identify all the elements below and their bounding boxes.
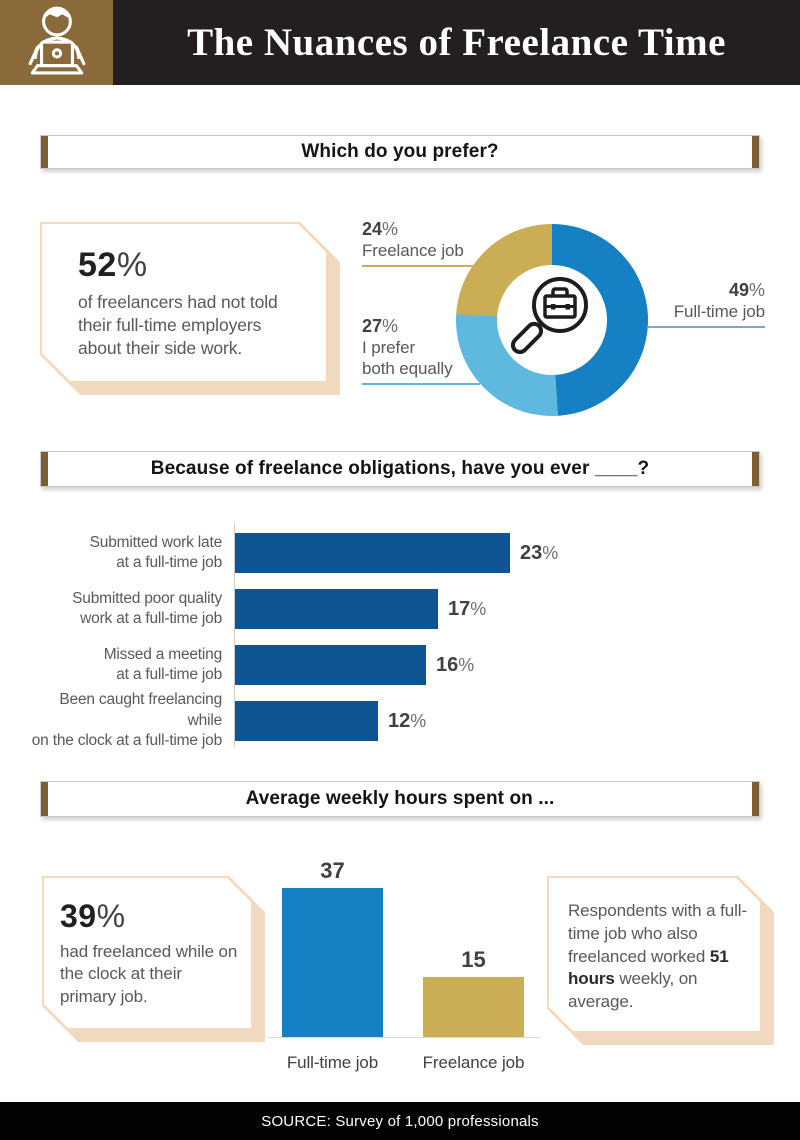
magnifier-briefcase-icon bbox=[500, 269, 600, 378]
callout-both-equally: 27% I prefer both equally bbox=[362, 316, 453, 380]
column-value: 37 bbox=[320, 858, 345, 883]
leader-line-fulltime bbox=[648, 326, 765, 328]
section-heading-obligations: Because of freelance obligations, have y… bbox=[40, 451, 760, 487]
callout-fulltime-label: Full-time job bbox=[673, 302, 765, 321]
leader-line-both bbox=[362, 383, 480, 385]
note-bold-value: 51 hours bbox=[568, 946, 729, 989]
section-heading-prefer: Which do you prefer? bbox=[40, 135, 760, 169]
section-heading-obligations-text: Because of freelance obligations, have y… bbox=[150, 458, 650, 479]
leader-line-freelance bbox=[362, 265, 473, 267]
callout-both-label-line2: both equally bbox=[362, 359, 453, 379]
header-banner: The Nuances of Freelance Time bbox=[0, 0, 800, 85]
bar-value: 17% bbox=[448, 597, 487, 620]
stat-value: 52% bbox=[78, 246, 148, 284]
stat-description: of freelancers had not told their full-t… bbox=[78, 292, 278, 359]
callout-both-label-line1: I prefer bbox=[362, 338, 416, 357]
stat-box-52: 52% of freelancers had not told their fu… bbox=[40, 222, 328, 383]
bar bbox=[234, 701, 378, 741]
column-freelance: 15 Freelance job bbox=[423, 947, 525, 1072]
column-category-label: Freelance job bbox=[422, 1053, 525, 1072]
bar-row-label: Submitted poor quality work at a full-tim… bbox=[72, 589, 222, 627]
stat-value: 39% bbox=[60, 898, 126, 934]
bar bbox=[234, 589, 438, 629]
person-at-laptop-icon bbox=[22, 4, 92, 81]
bar-row-label: Been caught freelancing while on the cloc… bbox=[31, 691, 222, 750]
bar-row: Submitted work late at a full-time job 23… bbox=[27, 533, 558, 573]
callout-freelance-label: Freelance job bbox=[362, 241, 464, 260]
bar-row-label: Submitted work late at a full-time job bbox=[89, 533, 223, 571]
callout-freelance-value: 24% bbox=[362, 219, 399, 239]
bar bbox=[234, 533, 510, 573]
heading-endbar-left bbox=[41, 452, 48, 486]
note-box-inner bbox=[549, 878, 760, 1031]
source-footer: SOURCE: Survey of 1,000 professionals bbox=[0, 1102, 800, 1140]
callout-freelance-job: 24% Freelance job bbox=[362, 219, 464, 261]
page-title: The Nuances of Freelance Time bbox=[187, 21, 726, 64]
column-value: 15 bbox=[461, 947, 486, 972]
bar-value: 23% bbox=[520, 541, 559, 564]
heading-endbar-left bbox=[41, 782, 48, 816]
section-heading-hours: Average weekly hours spent on ... bbox=[40, 781, 760, 817]
stat-box-inner bbox=[44, 878, 251, 1028]
section-heading-hours-text: Average weekly hours spent on ... bbox=[245, 788, 555, 809]
note-box-51-hours: Respondents with a full-time job who als… bbox=[547, 876, 762, 1033]
obligations-bar-chart: Submitted work late at a full-time job 23… bbox=[27, 523, 558, 757]
heading-endbar-right bbox=[752, 136, 759, 168]
callout-fulltime-value: 49% bbox=[728, 280, 765, 300]
logo-box bbox=[0, 0, 113, 85]
bar-row-label: Missed a meeting at a full-time job bbox=[103, 645, 222, 683]
bar-row: Submitted poor quality work at a full-tim… bbox=[27, 589, 558, 629]
heading-endbar-right bbox=[752, 452, 759, 486]
section-heading-prefer-text: Which do you prefer? bbox=[301, 141, 499, 162]
stat-box-inner bbox=[42, 224, 326, 381]
bar bbox=[234, 645, 426, 685]
stat-box-39: 39% had freelanced while on the clock at… bbox=[42, 876, 253, 1030]
heading-endbar-right bbox=[752, 782, 759, 816]
stat-description: had freelanced while on the clock at the… bbox=[60, 942, 238, 1006]
callout-both-value: 27% bbox=[362, 316, 399, 336]
hours-column-chart: 37 Full-time job 15 Freelance job bbox=[268, 858, 540, 1072]
source-text: SOURCE: Survey of 1,000 professionals bbox=[261, 1112, 539, 1130]
bar-value: 16% bbox=[436, 653, 475, 676]
bar-row: Missed a meeting at a full-time job 16% bbox=[27, 645, 558, 685]
bar-value: 12% bbox=[388, 709, 427, 732]
bar-row: Been caught freelancing while on the cloc… bbox=[27, 691, 558, 749]
column-category-label: Full-time job bbox=[286, 1053, 379, 1072]
column-fulltime: 37 Full-time job bbox=[282, 858, 383, 1072]
callout-fulltime-job: 49% Full-time job bbox=[595, 280, 765, 322]
heading-endbar-left bbox=[41, 136, 48, 168]
note-text: Respondents with a full-time job who als… bbox=[568, 901, 748, 1012]
